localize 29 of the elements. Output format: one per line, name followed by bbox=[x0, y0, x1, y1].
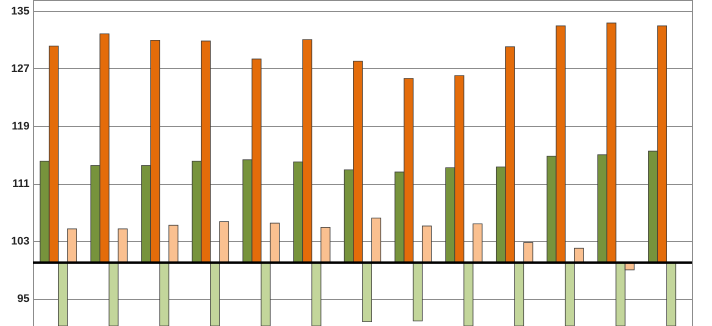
bar bbox=[311, 262, 322, 326]
y-tick-label: 127 bbox=[11, 62, 30, 75]
y-tick-label: 103 bbox=[11, 236, 30, 248]
bar bbox=[260, 262, 271, 326]
y-tick-label: 95 bbox=[17, 293, 30, 306]
bar bbox=[464, 262, 474, 326]
bar bbox=[472, 223, 482, 264]
bar bbox=[159, 262, 170, 326]
bar bbox=[523, 242, 534, 264]
bar bbox=[514, 262, 524, 326]
bar bbox=[67, 228, 77, 264]
bar bbox=[118, 228, 128, 264]
bar bbox=[412, 262, 423, 322]
bar bbox=[210, 262, 220, 326]
bar bbox=[219, 221, 230, 264]
y-tick-label: 111 bbox=[12, 178, 30, 190]
y-tick-label: 119 bbox=[12, 120, 30, 132]
bar bbox=[362, 262, 372, 322]
bar bbox=[270, 222, 280, 264]
bar bbox=[422, 226, 432, 264]
bar bbox=[574, 248, 584, 264]
bar bbox=[58, 262, 68, 326]
y-tick-label: 135 bbox=[11, 5, 30, 18]
bar bbox=[666, 262, 676, 326]
bar bbox=[564, 262, 575, 326]
bar bbox=[320, 227, 330, 264]
bar bbox=[371, 218, 382, 264]
bar bbox=[108, 262, 119, 326]
bar bbox=[168, 224, 178, 264]
